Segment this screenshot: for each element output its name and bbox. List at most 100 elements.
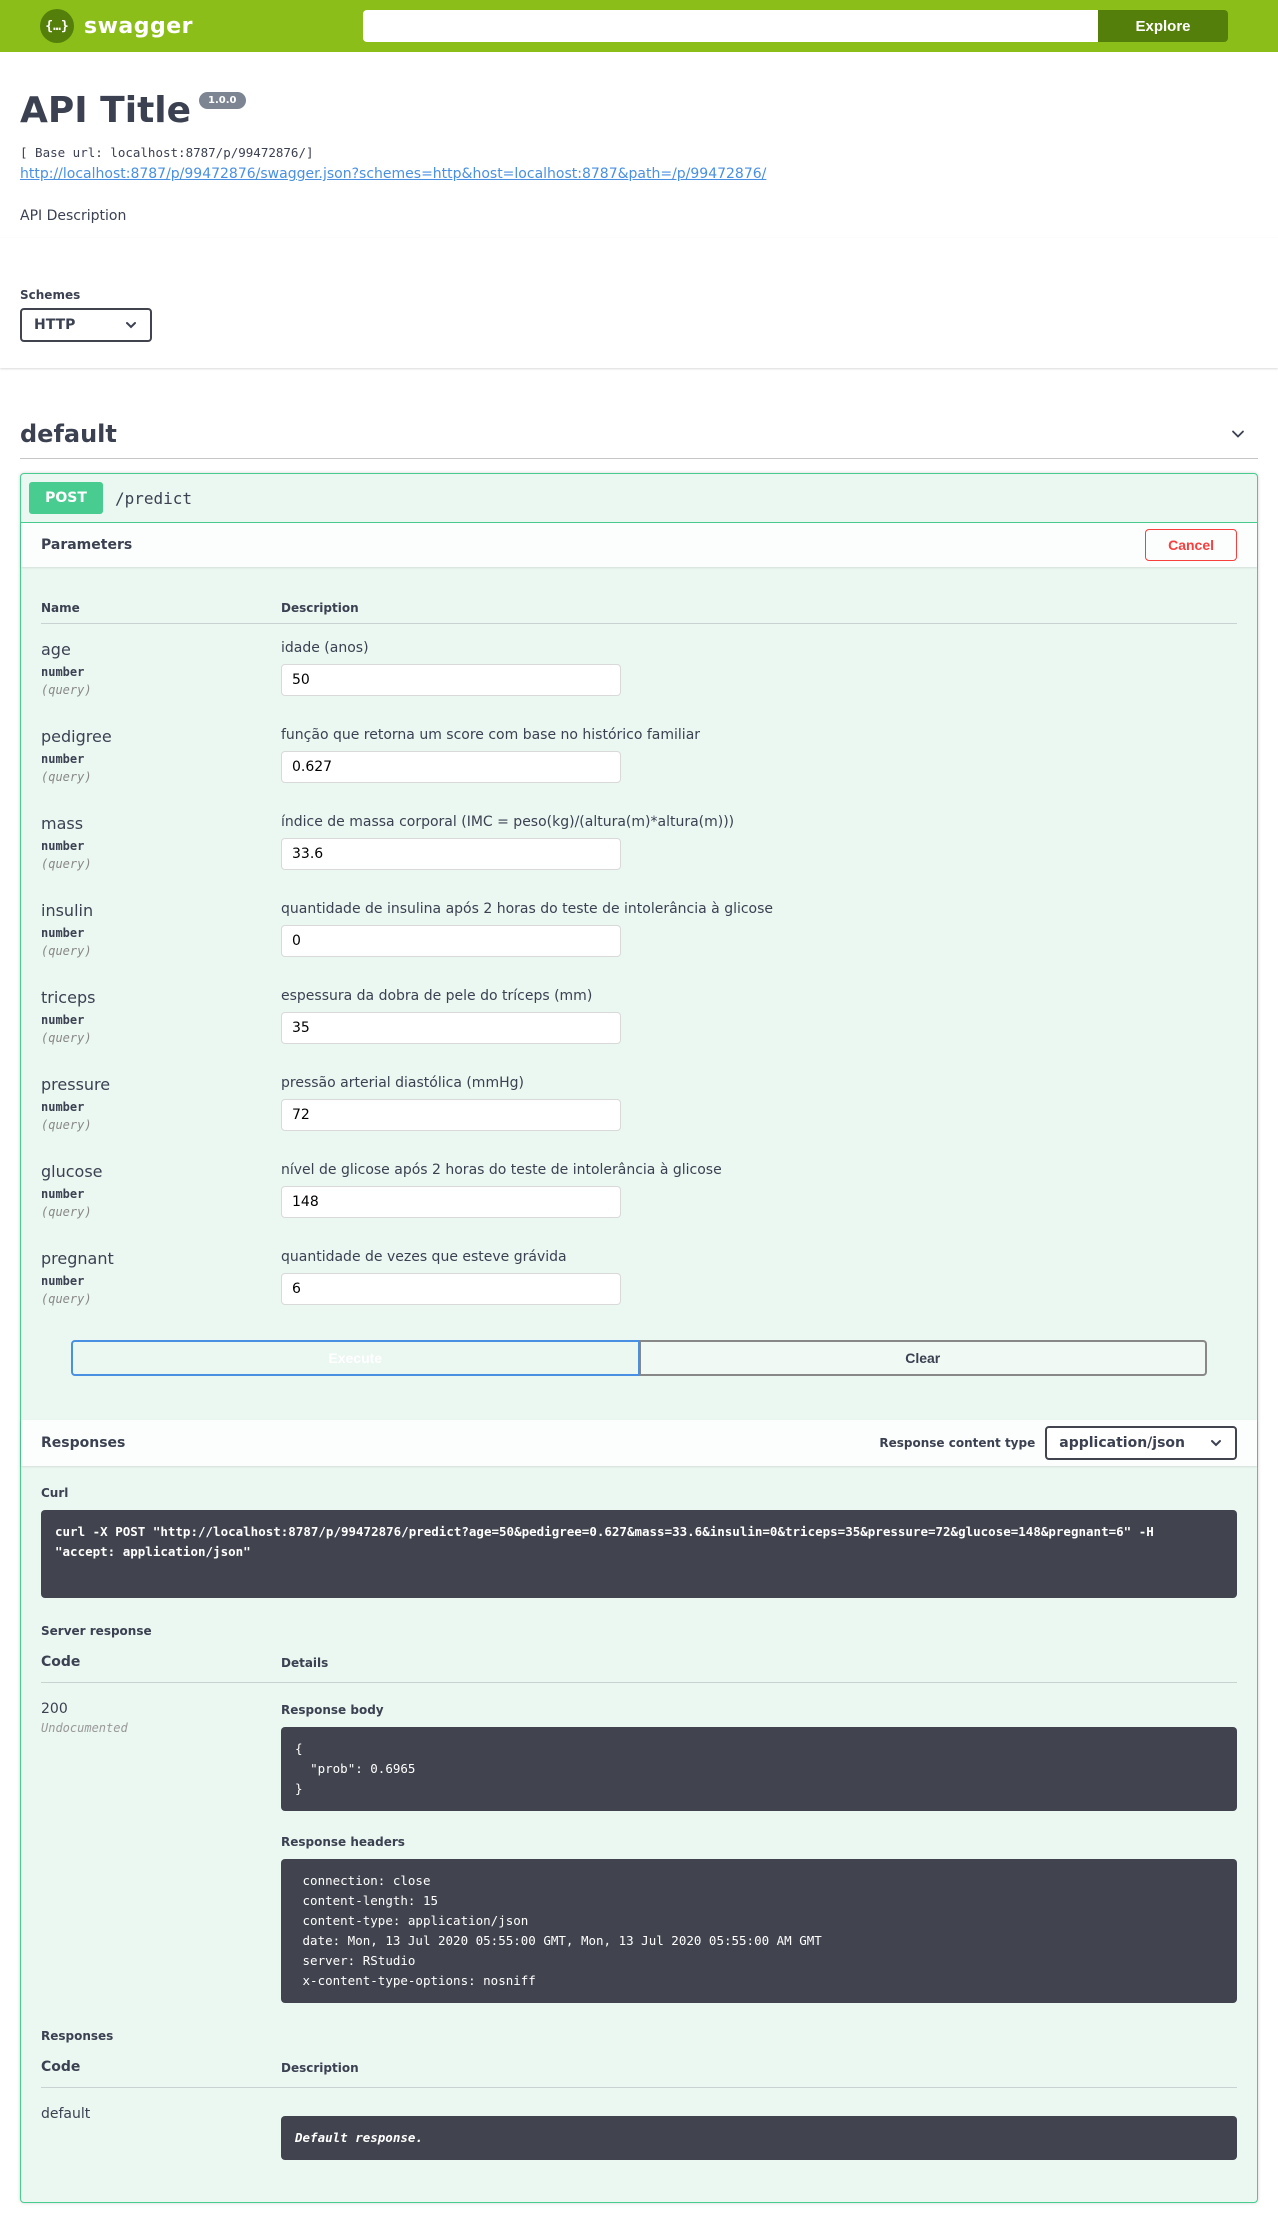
parameter-type: number <box>41 1013 85 1027</box>
response-content-type-select[interactable]: application/json <box>1045 1426 1237 1460</box>
parameter-description-cell: pressão arterial diastólica (mmHg) <box>281 1075 1237 1132</box>
parameter-row: mass number (query) índice de massa corp… <box>41 798 1237 885</box>
parameter-name-cell: age number (query) <box>41 640 281 697</box>
parameter-description-cell: idade (anos) <box>281 640 1237 697</box>
undocumented-label: Undocumented <box>41 1721 128 1735</box>
documented-responses-table-head: Code Description <box>41 2043 1237 2088</box>
responses-title: Responses <box>41 1435 126 1451</box>
parameter-location: (query) <box>41 1205 92 1219</box>
server-response-row: 200 Undocumented Response body { "prob":… <box>41 1683 1237 2003</box>
response-headers-block[interactable]: connection: close content-length: 15 con… <box>281 1859 1237 2003</box>
responses-header: Responses Response content type applicat… <box>21 1420 1257 1466</box>
tag-section-default[interactable]: default <box>20 410 1258 459</box>
parameter-value-input[interactable] <box>281 1012 621 1044</box>
swagger-logo-text: swagger <box>84 13 194 39</box>
parameter-value-input[interactable] <box>281 751 621 783</box>
parameter-name-cell: triceps number (query) <box>41 988 281 1045</box>
parameter-description-cell: quantidade de vezes que esteve grávida <box>281 1249 1237 1306</box>
clear-button[interactable]: Clear <box>639 1340 1207 1376</box>
parameter-type: number <box>41 926 85 940</box>
parameter-row: age number (query) idade (anos) <box>41 624 1237 711</box>
parameter-name: pedigree <box>41 727 112 746</box>
parameter-row: triceps number (query) espessura da dobr… <box>41 972 1237 1059</box>
parameter-name: age <box>41 640 71 659</box>
response-content-type-value: application/json <box>1059 1435 1185 1451</box>
curl-command[interactable]: curl -X POST "http://localhost:8787/p/99… <box>41 1510 1237 1598</box>
operation-path: /predict <box>115 488 193 508</box>
documented-response-description: Default response. <box>281 2116 1237 2160</box>
curl-label: Curl <box>41 1486 69 1500</box>
parameter-location: (query) <box>41 770 92 784</box>
schemes-selected-value: HTTP <box>34 317 76 333</box>
chevron-down-icon <box>126 322 136 329</box>
response-body-label: Response body <box>281 1703 384 1717</box>
parameter-description-cell: quantidade de insulina após 2 horas do t… <box>281 901 1237 958</box>
parameter-row: pregnant number (query) quantidade de ve… <box>41 1233 1237 1320</box>
parameter-value-input[interactable] <box>281 1099 621 1131</box>
api-description: API Description <box>20 208 127 224</box>
parameter-name: pressure <box>41 1075 111 1094</box>
operations-area: default POST /predict Parameters Cancel … <box>0 410 1278 2203</box>
schemes-select[interactable]: HTTP <box>20 308 152 342</box>
chevron-down-icon <box>1211 1440 1221 1447</box>
responses-body: Curl curl -X POST "http://localhost:8787… <box>21 1466 1257 2202</box>
description-column-header: Description <box>281 2061 359 2075</box>
parameter-type: number <box>41 1187 85 1201</box>
spec-url-input[interactable] <box>363 10 1098 42</box>
opblock-post-predict: POST /predict Parameters Cancel Name Des… <box>20 473 1258 2203</box>
scheme-container: Schemes HTTP <box>0 238 1278 368</box>
parameter-name-cell: insulin number (query) <box>41 901 281 958</box>
parameter-name-cell: mass number (query) <box>41 814 281 871</box>
documented-response-row: default Default response. <box>41 2088 1237 2182</box>
details-column-header: Details <box>281 1656 329 1670</box>
parameter-description: espessura da dobra de pele do tríceps (m… <box>281 988 593 1004</box>
parameter-name: mass <box>41 814 84 833</box>
parameter-name: glucose <box>41 1162 103 1181</box>
response-code-cell: 200 Undocumented <box>41 1701 281 2003</box>
parameter-name-cell: pressure number (query) <box>41 1075 281 1132</box>
parameter-type: number <box>41 665 85 679</box>
response-body-block[interactable]: { "prob": 0.6965 } <box>281 1727 1237 1811</box>
parameter-location: (query) <box>41 857 92 871</box>
parameter-description-cell: espessura da dobra de pele do tríceps (m… <box>281 988 1237 1045</box>
chevron-down-icon[interactable] <box>1228 424 1248 444</box>
spec-url-form: Explore <box>363 10 1228 42</box>
parameter-row: insulin number (query) quantidade de ins… <box>41 885 1237 972</box>
parameter-name-cell: pedigree number (query) <box>41 727 281 784</box>
topbar: {…} swagger Explore <box>0 0 1278 52</box>
execute-clear-group: Execute Clear <box>41 1320 1237 1400</box>
parameter-name-cell: pregnant number (query) <box>41 1249 281 1306</box>
parameter-name-cell: glucose number (query) <box>41 1162 281 1219</box>
page-title: API Title 1.0.0 <box>20 90 1258 131</box>
documented-responses-label: Responses <box>41 2029 114 2043</box>
parameter-description-cell: função que retorna um score com base no … <box>281 727 1237 784</box>
opblock-summary[interactable]: POST /predict <box>21 474 1257 523</box>
execute-button[interactable]: Execute <box>71 1340 640 1376</box>
spec-link[interactable]: http://localhost:8787/p/99472876/swagger… <box>20 166 767 182</box>
schemes-label: Schemes <box>20 288 81 302</box>
explore-button[interactable]: Explore <box>1098 10 1228 42</box>
parameters-table: Name Description age number (query) idad… <box>21 567 1257 1420</box>
parameter-description: índice de massa corporal (IMC = peso(kg)… <box>281 814 735 830</box>
api-title-text: API Title <box>20 90 192 131</box>
parameter-value-input[interactable] <box>281 838 621 870</box>
parameter-description: quantidade de vezes que esteve grávida <box>281 1249 567 1265</box>
parameter-description-cell: índice de massa corporal (IMC = peso(kg)… <box>281 814 1237 871</box>
parameter-type: number <box>41 1100 85 1114</box>
parameter-row: pedigree number (query) função que retor… <box>41 711 1237 798</box>
parameter-value-input[interactable] <box>281 1186 621 1218</box>
parameter-description: quantidade de insulina após 2 horas do t… <box>281 901 774 917</box>
parameter-description: idade (anos) <box>281 640 369 656</box>
parameter-description: função que retorna um score com base no … <box>281 727 701 743</box>
parameters-table-head: Name Description <box>41 587 1237 624</box>
parameter-name: insulin <box>41 901 94 920</box>
parameter-value-input[interactable] <box>281 664 621 696</box>
parameter-type: number <box>41 752 85 766</box>
swagger-logo: {…} swagger <box>40 9 193 43</box>
response-status-code: 200 <box>41 1701 68 1717</box>
response-details-cell: Response body { "prob": 0.6965 } Respons… <box>281 1701 1237 2003</box>
parameter-value-input[interactable] <box>281 925 621 957</box>
parameter-value-input[interactable] <box>281 1273 621 1305</box>
cancel-button[interactable]: Cancel <box>1145 529 1237 561</box>
server-response-label: Server response <box>41 1624 152 1638</box>
